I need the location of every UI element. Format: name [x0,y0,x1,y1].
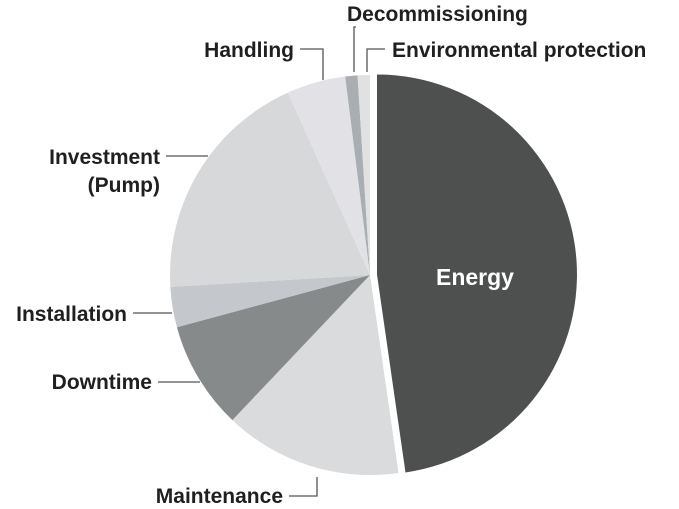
slice-downtime [176,275,370,421]
label-installation: Installation [16,303,127,326]
slice-labels: Energy Maintenance Downtime Installation Inv… [16,3,646,508]
slice-investment-pump [169,92,370,287]
slice-decommissioning [345,75,370,276]
label-energy: Energy [436,264,514,290]
label-downtime: Downtime [52,371,152,394]
label-investment-pump: Investment (Pump) [49,146,160,197]
pie-slices [169,74,577,475]
slice-installation [170,275,370,328]
leader-lines [133,26,385,497]
leader-maintenance [289,477,318,497]
leader-environmental-protection [366,48,385,72]
slice-energy [376,74,577,473]
label-decommissioning: Decommissioning [347,3,528,26]
label-environmental-protection: Environmental protection [392,39,646,62]
label-handling: Handling [204,39,294,62]
leader-handling [300,48,324,80]
leader-decommissioning [353,26,356,72]
slice-handling [287,76,370,276]
slice-maintenance [232,275,399,475]
slice-environmental-protection [357,75,370,275]
label-maintenance: Maintenance [156,485,283,508]
